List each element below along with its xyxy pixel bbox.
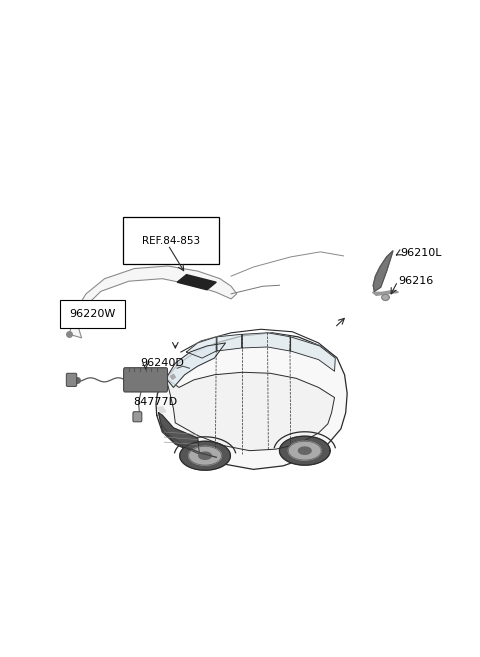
Polygon shape xyxy=(199,452,211,459)
Text: 96210L: 96210L xyxy=(400,248,442,258)
FancyBboxPatch shape xyxy=(133,412,142,422)
Polygon shape xyxy=(166,343,226,388)
Polygon shape xyxy=(158,413,200,454)
Polygon shape xyxy=(279,436,330,465)
Polygon shape xyxy=(177,275,216,290)
Polygon shape xyxy=(170,374,175,379)
Polygon shape xyxy=(157,407,166,413)
Polygon shape xyxy=(299,447,311,454)
Polygon shape xyxy=(382,294,389,300)
Polygon shape xyxy=(189,446,222,465)
Text: 96216: 96216 xyxy=(398,276,434,286)
Text: 84777D: 84777D xyxy=(133,397,178,407)
Polygon shape xyxy=(242,333,290,351)
FancyBboxPatch shape xyxy=(66,373,77,386)
Polygon shape xyxy=(217,334,241,351)
Polygon shape xyxy=(288,442,321,460)
Polygon shape xyxy=(156,333,347,469)
Polygon shape xyxy=(372,290,398,296)
Polygon shape xyxy=(180,442,230,470)
Polygon shape xyxy=(166,373,335,451)
Text: 96220W: 96220W xyxy=(69,309,116,319)
Polygon shape xyxy=(290,337,335,371)
Polygon shape xyxy=(373,251,393,291)
Polygon shape xyxy=(186,337,216,358)
Text: 96240D: 96240D xyxy=(140,358,184,368)
Polygon shape xyxy=(69,266,237,338)
FancyBboxPatch shape xyxy=(124,368,168,392)
Text: REF.84-853: REF.84-853 xyxy=(142,236,200,246)
